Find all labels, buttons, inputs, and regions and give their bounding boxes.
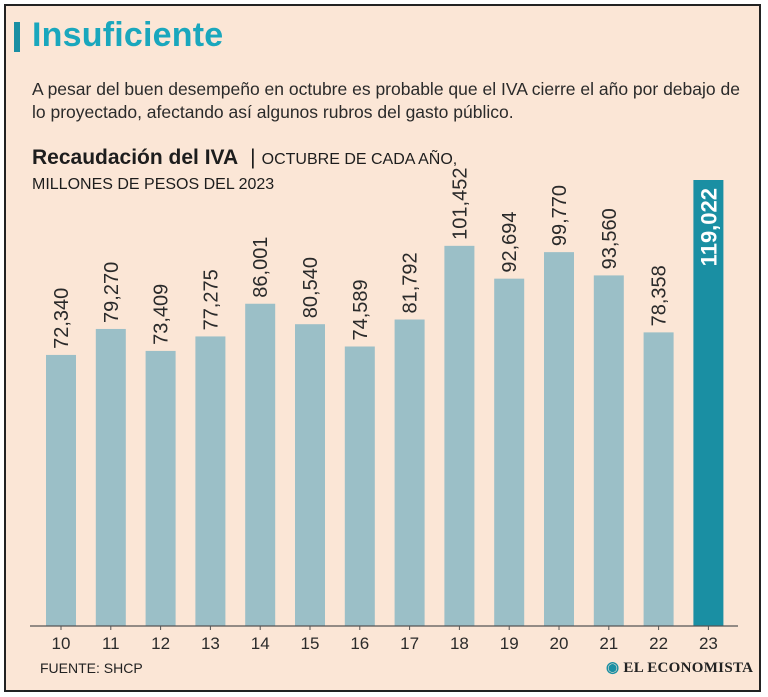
x-tick-label-10: 10 — [52, 634, 71, 653]
data-label-16: 74,589 — [350, 279, 372, 340]
infographic-frame — [4, 4, 761, 692]
data-label-15: 80,540 — [300, 257, 322, 318]
bar-16 — [344, 346, 375, 626]
chart-unit-line2: MILLONES DE PESOS DEL 2023 — [32, 176, 275, 193]
x-tick-label-21: 21 — [599, 634, 618, 653]
data-label-12: 73,409 — [151, 284, 173, 345]
bar-19 — [494, 278, 525, 626]
bar-12 — [145, 350, 176, 626]
data-label-19: 92,694 — [499, 211, 521, 272]
x-tick-label-18: 18 — [450, 634, 469, 653]
data-label-21: 93,560 — [599, 208, 621, 269]
chart-header: Recaudación del IVA | OCTUBRE DE CADA AÑO, — [32, 146, 457, 170]
brand-name: EL ECONOMISTA — [623, 660, 754, 676]
bar-14 — [245, 303, 276, 626]
x-tick-label-15: 15 — [301, 634, 320, 653]
data-label-11: 79,270 — [101, 262, 123, 323]
x-tick-label-22: 22 — [649, 634, 668, 653]
brand-logo: ◉ EL ECONOMISTA — [606, 658, 753, 677]
x-tick-label-11: 11 — [102, 634, 120, 653]
x-tick-label-14: 14 — [251, 634, 270, 653]
brand-icon: ◉ — [606, 660, 620, 676]
x-tick-label-13: 13 — [201, 634, 220, 653]
data-label-23: 119,022 — [696, 188, 721, 266]
data-label-13: 77,275 — [200, 269, 222, 330]
chart-unit-line1: OCTUBRE DE CADA AÑO, — [261, 151, 458, 168]
x-tick-label-23: 23 — [699, 634, 718, 653]
bar-20 — [544, 252, 574, 626]
bar-21 — [593, 275, 624, 626]
data-label-22: 78,358 — [649, 265, 671, 326]
x-tick-label-12: 12 — [151, 634, 170, 653]
bar-23 — [693, 180, 724, 626]
x-tick-label-20: 20 — [550, 634, 569, 653]
data-label-18: 101,452 — [449, 168, 471, 240]
subtitle: A pesar del buen desempeño en octubre es… — [32, 79, 740, 122]
x-tick-label-17: 17 — [400, 634, 419, 653]
bar-18 — [444, 245, 475, 626]
source-note: FUENTE: SHCP — [40, 660, 143, 676]
x-tick-label-16: 16 — [350, 634, 369, 653]
page-title: Insuficiente — [32, 16, 224, 54]
bar-15 — [295, 324, 325, 626]
bar-10 — [46, 354, 76, 626]
data-label-14: 86,001 — [250, 237, 272, 298]
bar-22 — [643, 332, 674, 626]
bar-13 — [195, 336, 226, 626]
bar-11 — [95, 328, 126, 626]
bar-17 — [394, 319, 425, 626]
x-tick-label-19: 19 — [500, 634, 519, 653]
chart-title: Recaudación del IVA — [32, 146, 239, 169]
chart-title-separator: | — [250, 146, 256, 169]
data-label-17: 81,792 — [400, 252, 422, 313]
data-label-20: 99,770 — [549, 185, 571, 246]
title-accent-bar — [14, 22, 20, 52]
data-label-10: 72,340 — [51, 288, 73, 349]
